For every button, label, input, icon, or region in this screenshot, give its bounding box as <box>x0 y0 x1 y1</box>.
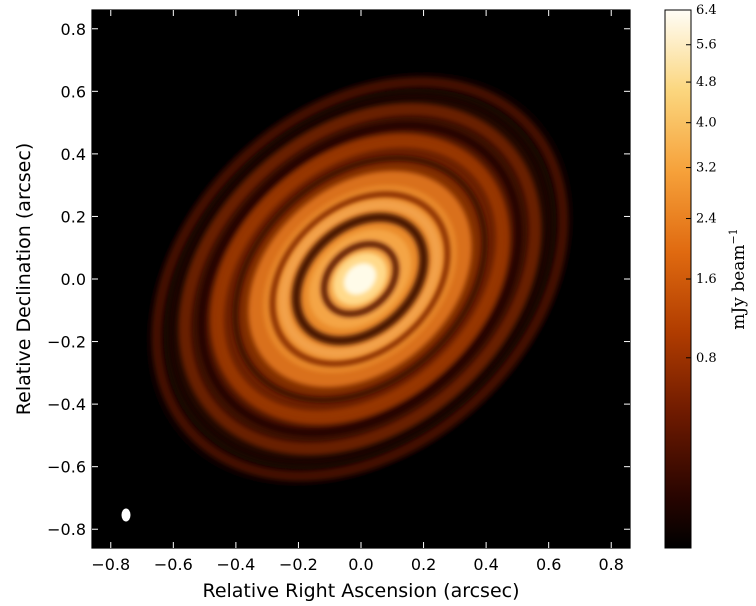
outer-gap-3 <box>168 92 552 466</box>
colorbar-label: mJy beam−1 <box>727 228 749 329</box>
colorbar-label-text: mJy beam <box>729 245 749 330</box>
y-tick-label: −0.2 <box>47 333 86 352</box>
x-tick-label: −0.6 <box>154 555 193 574</box>
y-tick-label: −0.4 <box>47 395 86 414</box>
beam-ellipse <box>121 508 131 522</box>
colorbar-tick-label: 6.4 <box>696 3 717 18</box>
y-tick-label: −0.8 <box>47 520 86 539</box>
colorbar-tick-label: 4.8 <box>696 75 717 90</box>
central-gap <box>321 241 399 317</box>
x-tick-label: 0.8 <box>599 555 624 574</box>
outer-ring-2 <box>178 103 542 455</box>
y-axis-title: Relative Declination (arcsec) <box>13 143 35 415</box>
x-tick-label: −0.2 <box>279 555 318 574</box>
colorbar-tick-label: 3.2 <box>696 161 717 176</box>
x-axis-ticks: −0.8 −0.6 −0.4 −0.2 0.0 0.2 0.4 0.6 0.8 <box>91 10 624 574</box>
y-tick-label: 0.0 <box>61 270 86 289</box>
colorbar-tick-label: 5.6 <box>696 38 717 53</box>
y-tick-label: −0.6 <box>47 458 86 477</box>
x-tick-label: 0.6 <box>536 555 561 574</box>
x-axis-title: Relative Right Ascension (arcsec) <box>202 580 519 602</box>
outer-ring-1 <box>210 133 510 425</box>
colorbar-tick-label: 2.4 <box>696 212 717 227</box>
inner-ring-2 <box>278 199 442 359</box>
x-tick-label: 0.2 <box>411 555 436 574</box>
y-tick-label: 0.6 <box>61 82 86 101</box>
inner-gap-2 <box>269 191 451 367</box>
y-axis-ticks: 0.8 0.6 0.4 0.2 0.0 −0.2 −0.4 −0.6 −0.8 <box>47 20 630 539</box>
mid-gap <box>232 155 488 403</box>
colorbar-tick-label: 0.8 <box>696 351 717 366</box>
colorbar-ticks: 6.4 5.6 4.8 4.0 3.2 2.4 1.6 0.8 <box>686 3 717 366</box>
y-tick-label: 0.8 <box>61 20 86 39</box>
inner-gap-1 <box>291 212 429 346</box>
colorbar-label-exponent: −1 <box>727 228 740 244</box>
core <box>343 263 377 295</box>
colorbar-tick-label: 4.0 <box>696 116 717 131</box>
x-tick-label: −0.4 <box>216 555 255 574</box>
disk-image <box>121 67 579 522</box>
x-tick-label: 0.0 <box>348 555 373 574</box>
y-tick-label: 0.4 <box>61 145 86 164</box>
y-tick-label: 0.2 <box>61 207 86 226</box>
colorbar-tick-label: 1.6 <box>696 272 717 287</box>
x-tick-label: −0.8 <box>91 555 130 574</box>
x-tick-label: 0.4 <box>473 555 498 574</box>
